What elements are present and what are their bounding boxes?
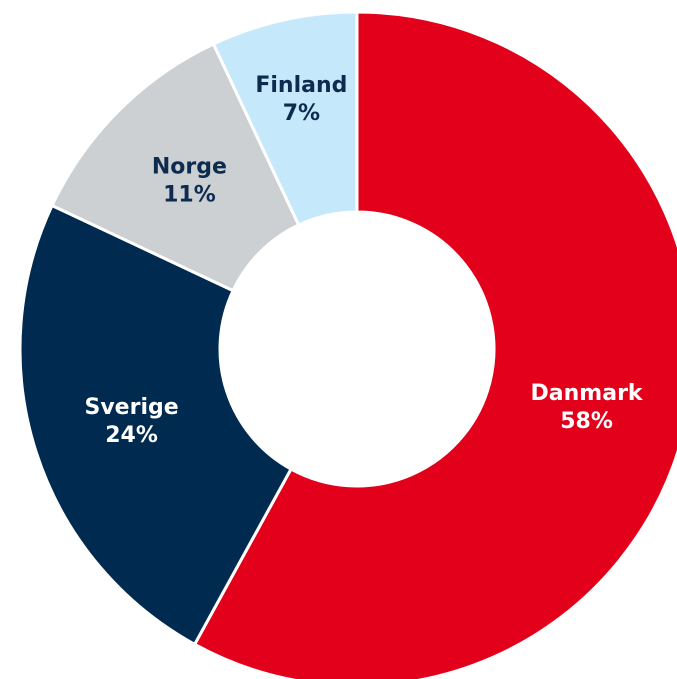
slice-value: 24% bbox=[105, 423, 158, 448]
slice-value: 58% bbox=[560, 409, 613, 434]
slice bbox=[211, 10, 359, 228]
slice bbox=[18, 203, 294, 647]
slice-value: 11% bbox=[163, 182, 216, 207]
slice-label: Sverige bbox=[85, 395, 179, 420]
slice-label: Finland bbox=[255, 73, 347, 98]
slice bbox=[192, 10, 677, 679]
slice-label: Danmark bbox=[531, 381, 644, 406]
slice bbox=[50, 42, 301, 293]
slice-label: Norge bbox=[152, 154, 227, 179]
slice-value: 7% bbox=[283, 101, 320, 126]
